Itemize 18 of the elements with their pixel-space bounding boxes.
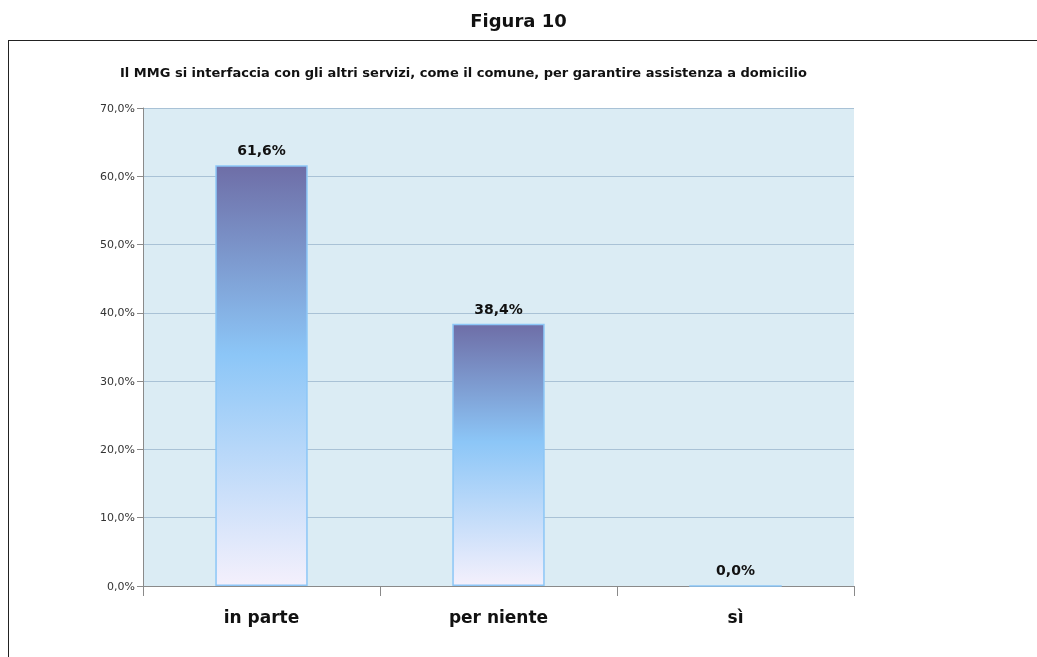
y-tick-label: 50,0% [100,238,135,252]
y-tick-label: 60,0% [100,169,135,183]
x-tick-label: per niente [448,606,549,627]
bar [452,323,545,586]
y-tick-label: 40,0% [100,306,135,320]
x-tick-label: sì [727,606,744,627]
x-tick-label: in parte [223,606,300,627]
data-label: 61,6% [237,142,286,159]
y-tick-label: 30,0% [100,374,135,388]
y-tick-label: 10,0% [100,511,135,525]
y-tick-label: 70,0% [100,101,135,115]
chart-title: Figura 10 [470,9,567,31]
chart-subtitle: Il MMG si interfaccia con gli altri servizi, come il comune, per garantire assistenza a domicilio [120,65,807,80]
y-tick-label: 0,0% [107,579,135,593]
data-label: 0,0% [716,562,755,579]
y-tick-label: 20,0% [100,442,135,456]
data-label: 38,4% [474,300,523,317]
bar [215,165,308,586]
